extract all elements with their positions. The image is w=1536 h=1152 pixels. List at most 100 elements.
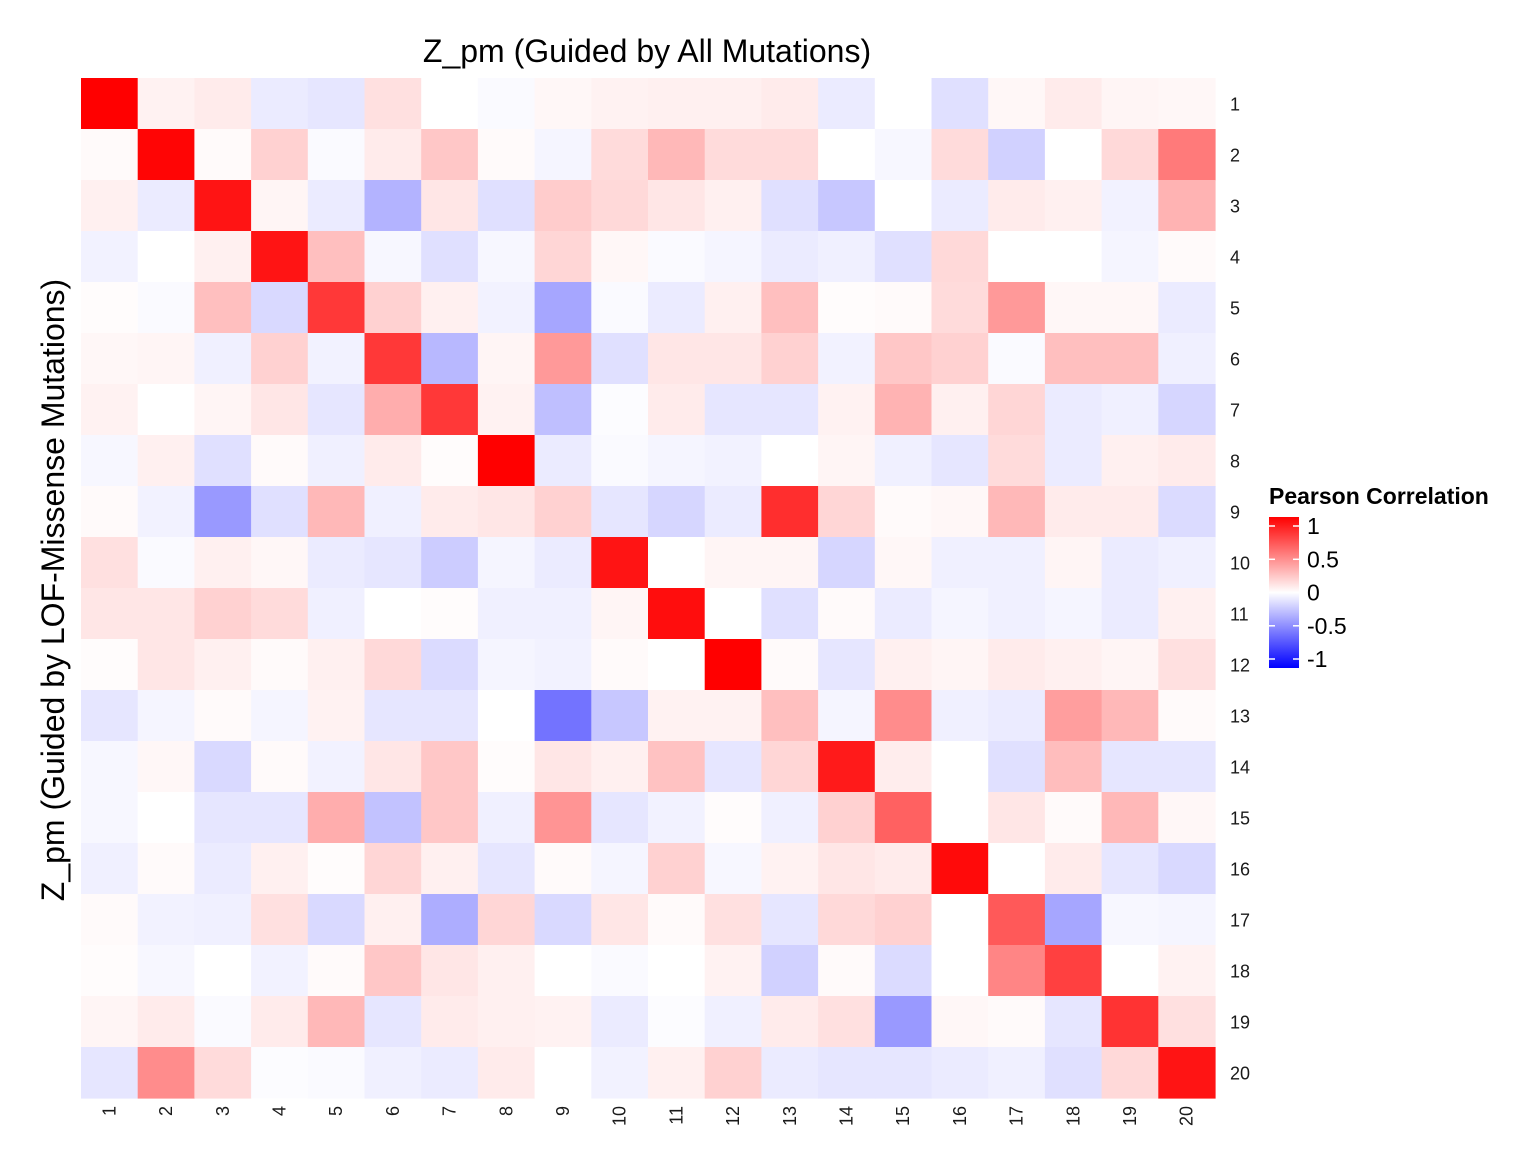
heatmap-cell-10-8 <box>477 537 536 589</box>
heatmap-cell-10-6 <box>364 537 422 589</box>
heatmap-cell-12-15 <box>874 639 933 691</box>
heatmap-cell-14-3 <box>194 741 252 793</box>
heatmap-cell-15-12 <box>704 792 762 844</box>
heatmap-cell-10-16 <box>931 537 989 589</box>
heatmap-cell-1-14 <box>818 78 876 130</box>
x-tick-label: 6 <box>383 1106 403 1116</box>
heatmap-cell-9-17 <box>988 486 1046 538</box>
heatmap-cell-10-17 <box>988 537 1046 589</box>
heatmap-cell-6-2 <box>137 333 195 385</box>
heatmap-cell-20-15 <box>874 1047 933 1099</box>
heatmap-cell-4-12 <box>704 231 762 283</box>
heatmap-cell-1-13 <box>761 78 819 130</box>
heatmap-cell-1-17 <box>988 78 1046 130</box>
heatmap-cell-20-5 <box>307 1047 366 1099</box>
heatmap-cell-2-19 <box>1101 129 1159 181</box>
heatmap-cell-8-5 <box>307 435 366 487</box>
heatmap-cell-14-20 <box>1158 741 1216 793</box>
heatmap-cell-14-7 <box>421 741 479 793</box>
heatmap-cell-12-6 <box>364 639 422 691</box>
heatmap-cell-18-10 <box>591 945 649 997</box>
heatmap-cell-19-4 <box>251 996 309 1048</box>
heatmap-cell-13-18 <box>1044 690 1103 742</box>
heatmap-cell-18-7 <box>421 945 479 997</box>
heatmap-cell-16-7 <box>421 843 479 895</box>
heatmap-cell-19-2 <box>137 996 195 1048</box>
heatmap-cell-6-4 <box>251 333 309 385</box>
heatmap-cell-13-12 <box>704 690 762 742</box>
heatmap-cell-20-19 <box>1101 1047 1159 1099</box>
heatmap-cell-17-20 <box>1158 894 1216 946</box>
heatmap-cell-4-15 <box>874 231 933 283</box>
x-tick-label: 16 <box>950 1106 970 1126</box>
heatmap-cell-4-9 <box>534 231 592 283</box>
heatmap-cell-11-15 <box>874 588 933 640</box>
heatmap-cell-15-3 <box>194 792 252 844</box>
heatmap-cell-19-15 <box>874 996 933 1048</box>
heatmap-cell-15-20 <box>1158 792 1216 844</box>
heatmap-cell-9-15 <box>874 486 933 538</box>
heatmap-cell-14-13 <box>761 741 819 793</box>
heatmap-cell-6-16 <box>931 333 989 385</box>
heatmap-cell-14-6 <box>364 741 422 793</box>
heatmap-cell-4-10 <box>591 231 649 283</box>
heatmap-cell-13-10 <box>591 690 649 742</box>
heatmap-cell-5-4 <box>251 282 309 334</box>
heatmap-cell-7-1 <box>81 384 139 436</box>
heatmap-cell-17-13 <box>761 894 819 946</box>
heatmap-cell-8-2 <box>137 435 195 487</box>
heatmap-cell-18-15 <box>874 945 933 997</box>
heatmap-cell-19-6 <box>364 996 422 1048</box>
heatmap-cell-12-16 <box>931 639 989 691</box>
heatmap-cell-6-13 <box>761 333 819 385</box>
heatmap-cell-8-19 <box>1101 435 1159 487</box>
heatmap-cell-15-16 <box>931 792 989 844</box>
heatmap-cell-7-6 <box>364 384 422 436</box>
heatmap-cells <box>81 78 1216 1099</box>
heatmap-cell-15-18 <box>1044 792 1103 844</box>
heatmap-cell-11-18 <box>1044 588 1103 640</box>
heatmap-cell-8-10 <box>591 435 649 487</box>
heatmap-cell-17-12 <box>704 894 762 946</box>
heatmap-cell-15-13 <box>761 792 819 844</box>
y-tick-label: 15 <box>1230 809 1250 829</box>
heatmap-cell-2-15 <box>874 129 933 181</box>
heatmap-cell-19-3 <box>194 996 252 1048</box>
heatmap-cell-12-7 <box>421 639 479 691</box>
heatmap-cell-17-19 <box>1101 894 1159 946</box>
heatmap-cell-8-8 <box>477 435 536 487</box>
heatmap-cell-10-4 <box>251 537 309 589</box>
heatmap-cell-12-17 <box>988 639 1046 691</box>
heatmap-cell-1-10 <box>591 78 649 130</box>
heatmap-cell-14-14 <box>818 741 876 793</box>
heatmap-cell-15-10 <box>591 792 649 844</box>
heatmap-cell-6-18 <box>1044 333 1103 385</box>
heatmap-cell-2-8 <box>477 129 536 181</box>
heatmap-cell-9-10 <box>591 486 649 538</box>
heatmap-cell-2-20 <box>1158 129 1216 181</box>
heatmap-cell-16-13 <box>761 843 819 895</box>
heatmap-cell-19-12 <box>704 996 762 1048</box>
legend-tick-label: 0 <box>1307 580 1320 606</box>
heatmap-cell-1-4 <box>251 78 309 130</box>
y-tick-label: 14 <box>1230 758 1250 778</box>
heatmap-cell-17-14 <box>818 894 876 946</box>
heatmap-cell-9-14 <box>818 486 876 538</box>
heatmap-cell-8-6 <box>364 435 422 487</box>
heatmap-cell-2-17 <box>988 129 1046 181</box>
x-tick-label: 10 <box>610 1106 630 1126</box>
heatmap-cell-1-11 <box>648 78 706 130</box>
heatmap-cell-6-10 <box>591 333 649 385</box>
heatmap-cell-6-6 <box>364 333 422 385</box>
heatmap-cell-3-3 <box>194 180 252 232</box>
x-tick-label: 9 <box>553 1106 573 1116</box>
heatmap-cell-17-17 <box>988 894 1046 946</box>
heatmap-cell-18-19 <box>1101 945 1159 997</box>
legend: Pearson Correlation 1 0.5 0 -0.5 -1 <box>1269 483 1489 672</box>
heatmap-cell-20-13 <box>761 1047 819 1099</box>
heatmap-cell-2-11 <box>648 129 706 181</box>
heatmap-cell-8-9 <box>534 435 592 487</box>
heatmap-cell-19-20 <box>1158 996 1216 1048</box>
x-tick-label: 19 <box>1120 1106 1140 1126</box>
heatmap-cell-19-16 <box>931 996 989 1048</box>
